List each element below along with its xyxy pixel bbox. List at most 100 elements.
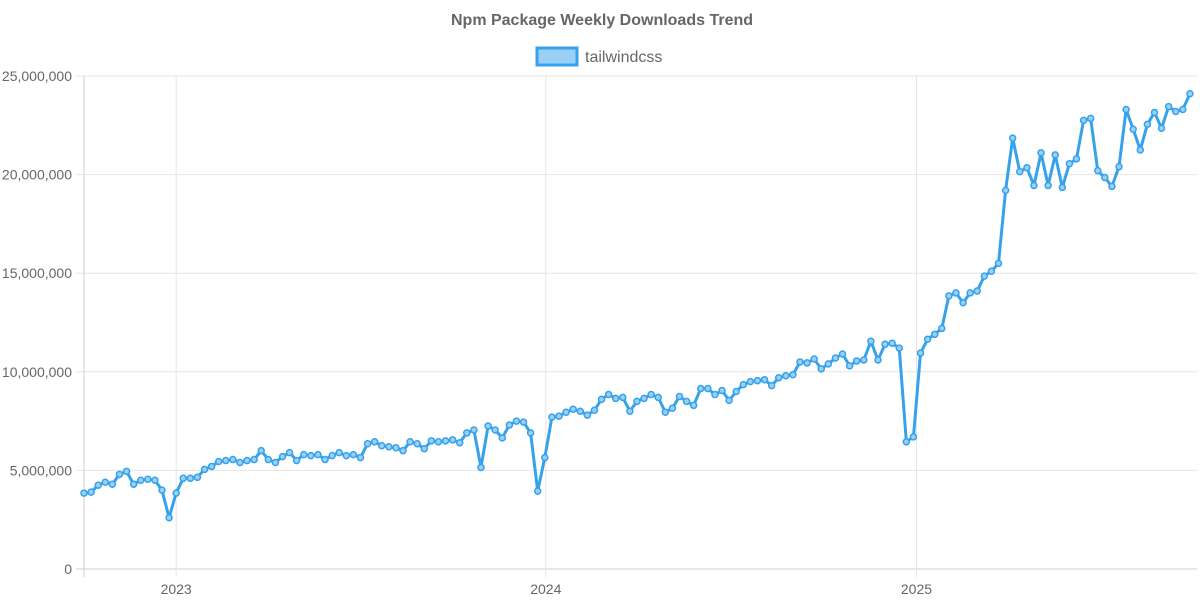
data-point	[87, 488, 95, 496]
data-point	[980, 272, 989, 280]
data-point	[619, 393, 627, 402]
data-point	[604, 390, 613, 399]
data-point	[285, 448, 294, 457]
data-point	[1058, 183, 1067, 192]
data-point	[1129, 125, 1137, 133]
data-point	[229, 455, 237, 464]
grid	[76, 75, 1197, 577]
data-point	[774, 373, 783, 382]
data-point	[448, 436, 457, 444]
data-point	[682, 397, 691, 406]
data-point	[845, 362, 854, 370]
data-point	[491, 426, 499, 434]
legend-label-tailwindcss: tailwindcss	[585, 49, 662, 66]
data-point	[711, 390, 719, 399]
data-point	[328, 451, 336, 460]
data-point	[824, 360, 833, 368]
series-layer	[80, 89, 1194, 522]
data-point	[1157, 124, 1166, 133]
data-point	[236, 458, 244, 467]
data-point	[1143, 120, 1152, 129]
data-point	[654, 393, 662, 402]
y-tick-label: 10,000,000	[2, 364, 72, 380]
data-point	[987, 267, 996, 275]
data-point	[562, 408, 570, 416]
data-point	[1008, 134, 1017, 142]
data-point	[399, 446, 407, 455]
data-point	[1086, 114, 1095, 123]
data-point	[392, 443, 400, 452]
data-point	[633, 397, 641, 406]
y-tick-label: 25,000,000	[2, 68, 72, 84]
data-point	[363, 440, 372, 448]
data-point	[725, 396, 733, 405]
data-point	[938, 324, 946, 333]
data-point	[115, 470, 124, 479]
x-tick-label: 2024	[530, 581, 561, 597]
data-point	[1115, 162, 1123, 171]
data-point	[321, 455, 329, 464]
data-point	[108, 480, 117, 488]
data-point	[314, 450, 322, 459]
data-point	[852, 357, 861, 365]
data-point	[590, 406, 599, 415]
data-point	[207, 462, 216, 471]
data-point	[470, 426, 478, 434]
y-tick-label: 0	[64, 561, 72, 577]
data-point	[214, 457, 223, 466]
data-point	[335, 448, 343, 457]
data-point	[930, 330, 939, 339]
data-point	[434, 438, 443, 446]
y-tick-label: 20,000,000	[2, 167, 72, 183]
x-tick-label: 2025	[901, 581, 932, 597]
data-point	[526, 429, 535, 437]
data-point	[966, 289, 974, 297]
data-point	[406, 438, 414, 446]
data-point	[668, 404, 677, 413]
data-point	[165, 513, 173, 522]
data-point	[1023, 163, 1031, 172]
data-point	[548, 413, 556, 421]
data-point	[144, 475, 152, 484]
data-point	[1044, 181, 1052, 190]
x-axis: 2023 2024 2025	[161, 581, 933, 597]
data-point	[994, 259, 1003, 268]
data-point	[94, 481, 102, 489]
data-point	[541, 453, 549, 462]
legend[interactable]: tailwindcss	[535, 46, 662, 67]
data-point	[385, 442, 393, 451]
data-point	[803, 359, 811, 367]
data-point	[760, 375, 769, 384]
data-point	[1108, 182, 1116, 191]
data-point	[739, 380, 748, 389]
data-point	[463, 429, 471, 437]
data-point	[292, 456, 301, 465]
data-point	[1101, 173, 1109, 182]
data-point	[767, 381, 776, 390]
data-point	[370, 438, 379, 446]
data-point	[952, 289, 960, 297]
data-point	[789, 371, 797, 379]
data-point	[909, 433, 918, 441]
data-point	[1171, 107, 1180, 116]
data-point	[689, 401, 698, 410]
y-axis: 0 5,000,000 10,000,000 15,000,000 20,000,000…	[2, 68, 72, 577]
data-point	[916, 349, 925, 357]
data-point	[583, 411, 592, 419]
data-point	[959, 299, 967, 307]
data-point	[264, 455, 273, 464]
data-point	[973, 287, 981, 295]
y-tick-label: 15,000,000	[2, 265, 72, 281]
data-point	[129, 480, 138, 488]
data-point	[441, 437, 450, 445]
data-point	[151, 476, 159, 485]
data-point	[746, 377, 755, 386]
y-tick-label: 5,000,000	[10, 462, 72, 478]
data-point	[640, 394, 648, 403]
data-point	[136, 476, 145, 485]
data-point	[1164, 102, 1173, 111]
data-point	[923, 335, 932, 344]
data-point	[1016, 167, 1024, 176]
data-point	[1030, 181, 1038, 190]
